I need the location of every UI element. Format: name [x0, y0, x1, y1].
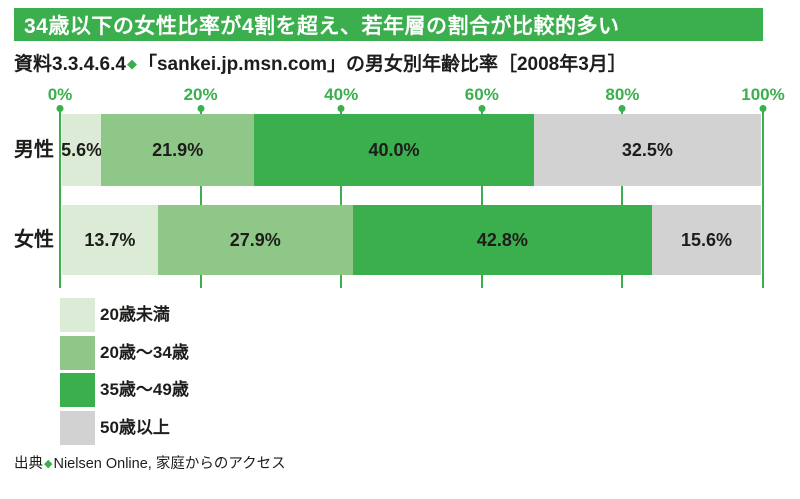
source-diamond-icon: ◆: [44, 458, 53, 470]
bar-segment: 32.5%: [533, 114, 761, 186]
figure-headline-text: 34歳以下の女性比率が4割を超え、若年層の割合が比較的多い: [24, 14, 620, 38]
source-text: Nielsen Online, 家庭からのアクセス: [53, 456, 286, 472]
caption-diamond-icon: ◆: [126, 56, 137, 71]
legend-label: 35歳～49歳: [100, 380, 189, 399]
source-note: 出典◆Nielsen Online, 家庭からのアクセス: [14, 452, 286, 473]
bar-segment: 27.9%: [157, 205, 353, 275]
legend-label: 20歳未満: [100, 305, 170, 324]
gridline-60: [480, 107, 483, 288]
legend-label: 50歳以上: [100, 417, 170, 437]
legend-swatch: [60, 298, 95, 332]
category-label-male: 男性: [14, 139, 54, 161]
caption-number: 資料3.3.4.6.4: [14, 54, 126, 75]
stacked-bar-female: 13.7% 27.9% 42.8% 15.6%: [62, 205, 761, 275]
bar-segment: 15.6%: [651, 205, 761, 275]
stacked-bar-chart: 0% 20% 40% 60% 80% 100% 5.6% 21.9% 40.0% 32.5% 13.…: [48, 85, 785, 301]
source-prefix: 出典: [14, 456, 43, 472]
category-label-female: 女性: [14, 229, 54, 251]
legend-swatch: [60, 335, 95, 370]
tick-label-0: 0%: [47, 85, 73, 104]
tick-label-100: 100%: [741, 85, 785, 104]
figure-headline-bar: 34歳以下の女性比率が4割を超え、若年層の割合が比較的多い: [14, 8, 763, 41]
bar-segment: 42.8%: [352, 205, 652, 275]
bar-segment: 40.0%: [254, 114, 534, 186]
gridline-80: [621, 107, 624, 288]
gridline-40: [340, 107, 343, 288]
gridline-20: [199, 107, 202, 288]
tick-label-20: 20%: [183, 85, 218, 104]
bar-segment: 13.7%: [62, 205, 158, 275]
tick-label-80: 80%: [605, 85, 640, 104]
tick-label-60: 60%: [464, 85, 499, 104]
caption-text: 「sankei.jp.msn.com」の男女別年齢比率［2008年3月］: [137, 54, 627, 75]
gridline-0: [59, 107, 61, 288]
legend-swatch: [60, 373, 95, 407]
bar-segment: 5.6%: [61, 114, 102, 186]
figure-caption: 資料3.3.4.6.4◆「sankei.jp.msn.com」の男女別年齢比率［…: [14, 49, 627, 76]
legend-swatch: [60, 410, 95, 445]
bar-segment: 21.9%: [101, 114, 255, 186]
tick-label-40: 40%: [324, 85, 359, 104]
stacked-bar-male: 5.6% 21.9% 40.0% 32.5%: [61, 114, 761, 186]
legend-label: 20歳～34歳: [100, 342, 189, 362]
gridline-100: [762, 107, 764, 288]
